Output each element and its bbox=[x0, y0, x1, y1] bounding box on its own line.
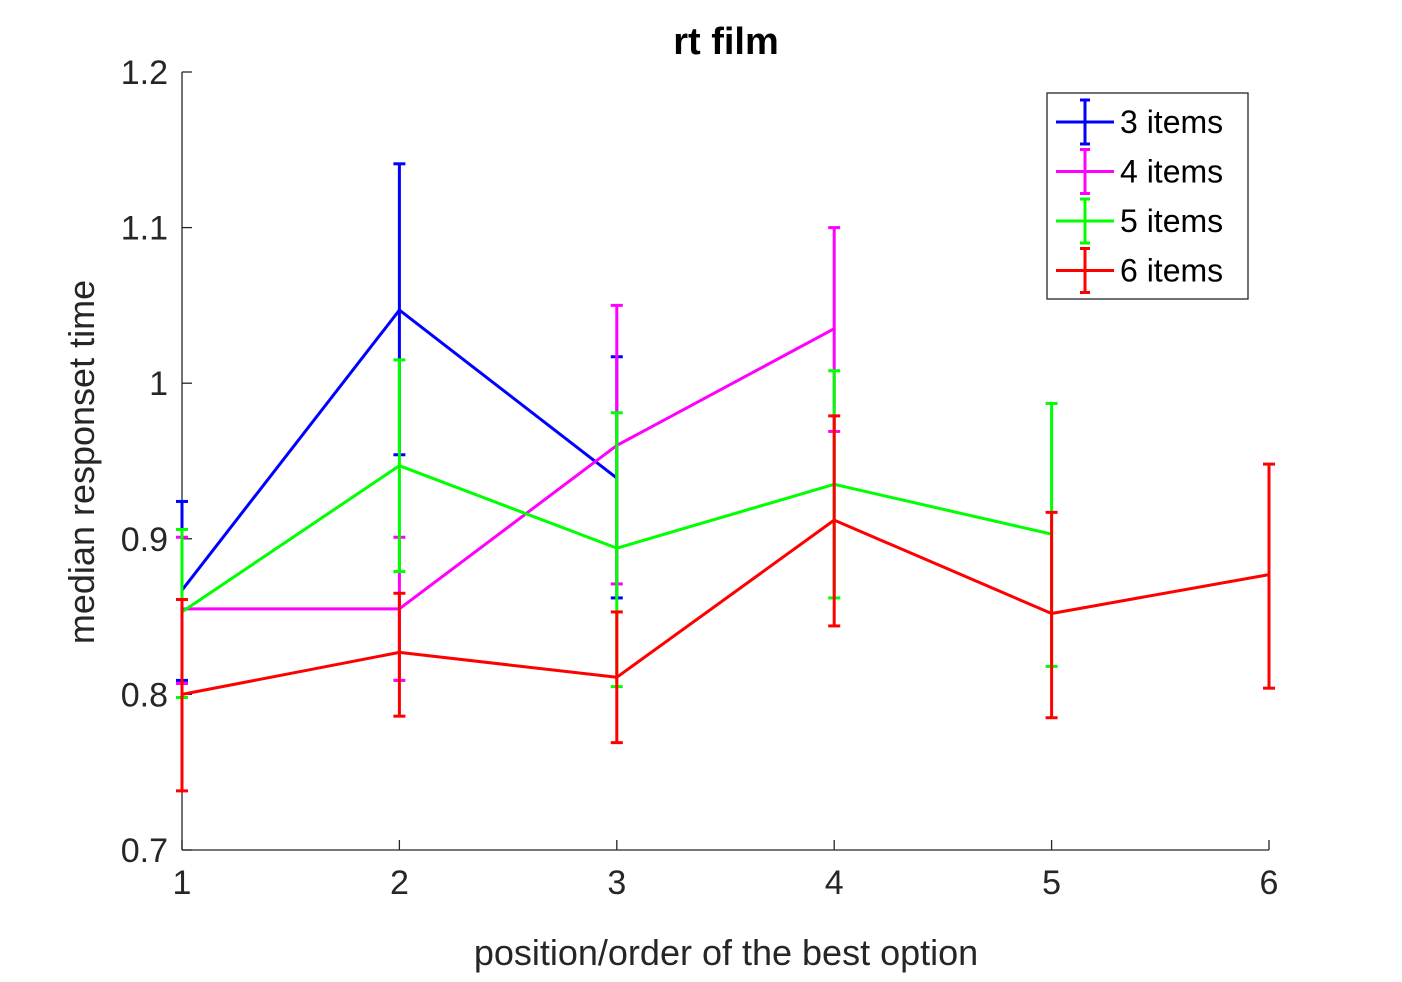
x-tick-label: 5 bbox=[1042, 864, 1061, 902]
y-axis-label: median responset time bbox=[61, 280, 102, 644]
series-line bbox=[182, 327, 835, 611]
legend-box bbox=[1046, 92, 1249, 300]
legend-label: 5 items bbox=[1120, 203, 1223, 239]
y-tick-label: 0.9 bbox=[121, 521, 168, 559]
error-bar bbox=[828, 414, 841, 628]
y-tick-label: 1.1 bbox=[121, 210, 168, 248]
legend-entry: 3 items bbox=[1056, 98, 1223, 146]
y-tick-label: 0.7 bbox=[121, 832, 168, 870]
error-bar bbox=[610, 610, 623, 745]
series-group bbox=[176, 162, 1275, 793]
legend-label: 3 items bbox=[1120, 104, 1223, 140]
y-tick-label: 0.8 bbox=[121, 676, 168, 714]
y-tick-label: 1 bbox=[149, 365, 168, 403]
legend-entry: 5 items bbox=[1056, 197, 1223, 245]
chart-title: rt film bbox=[673, 21, 779, 63]
y-tick-label: 1.2 bbox=[121, 54, 168, 92]
series-4 bbox=[176, 414, 1275, 793]
x-tick-label: 1 bbox=[173, 864, 192, 902]
x-tick-label: 4 bbox=[825, 864, 844, 902]
legend-label: 6 items bbox=[1120, 253, 1223, 289]
legend-entry: 6 items bbox=[1056, 247, 1223, 294]
legend-entry: 4 items bbox=[1056, 148, 1223, 195]
x-tick-label: 2 bbox=[390, 864, 409, 902]
series-line bbox=[181, 518, 1270, 696]
x-axis-label: position/order of the best option bbox=[474, 932, 978, 973]
error-bar bbox=[393, 591, 406, 718]
x-tick-label: 3 bbox=[607, 864, 626, 902]
legend-label: 4 items bbox=[1120, 154, 1223, 190]
legend: 3 items 4 items 5 items 6 items bbox=[1046, 92, 1249, 300]
x-tick-label: 6 bbox=[1260, 864, 1279, 902]
error-bar bbox=[393, 358, 406, 573]
error-bar bbox=[1045, 510, 1058, 720]
error-bar bbox=[1263, 462, 1275, 690]
axes: 1 2 3 4 5 6 0.7 0.8 0.9 1 1.1 1.2 bbox=[121, 54, 1279, 902]
error-bar bbox=[176, 597, 188, 793]
